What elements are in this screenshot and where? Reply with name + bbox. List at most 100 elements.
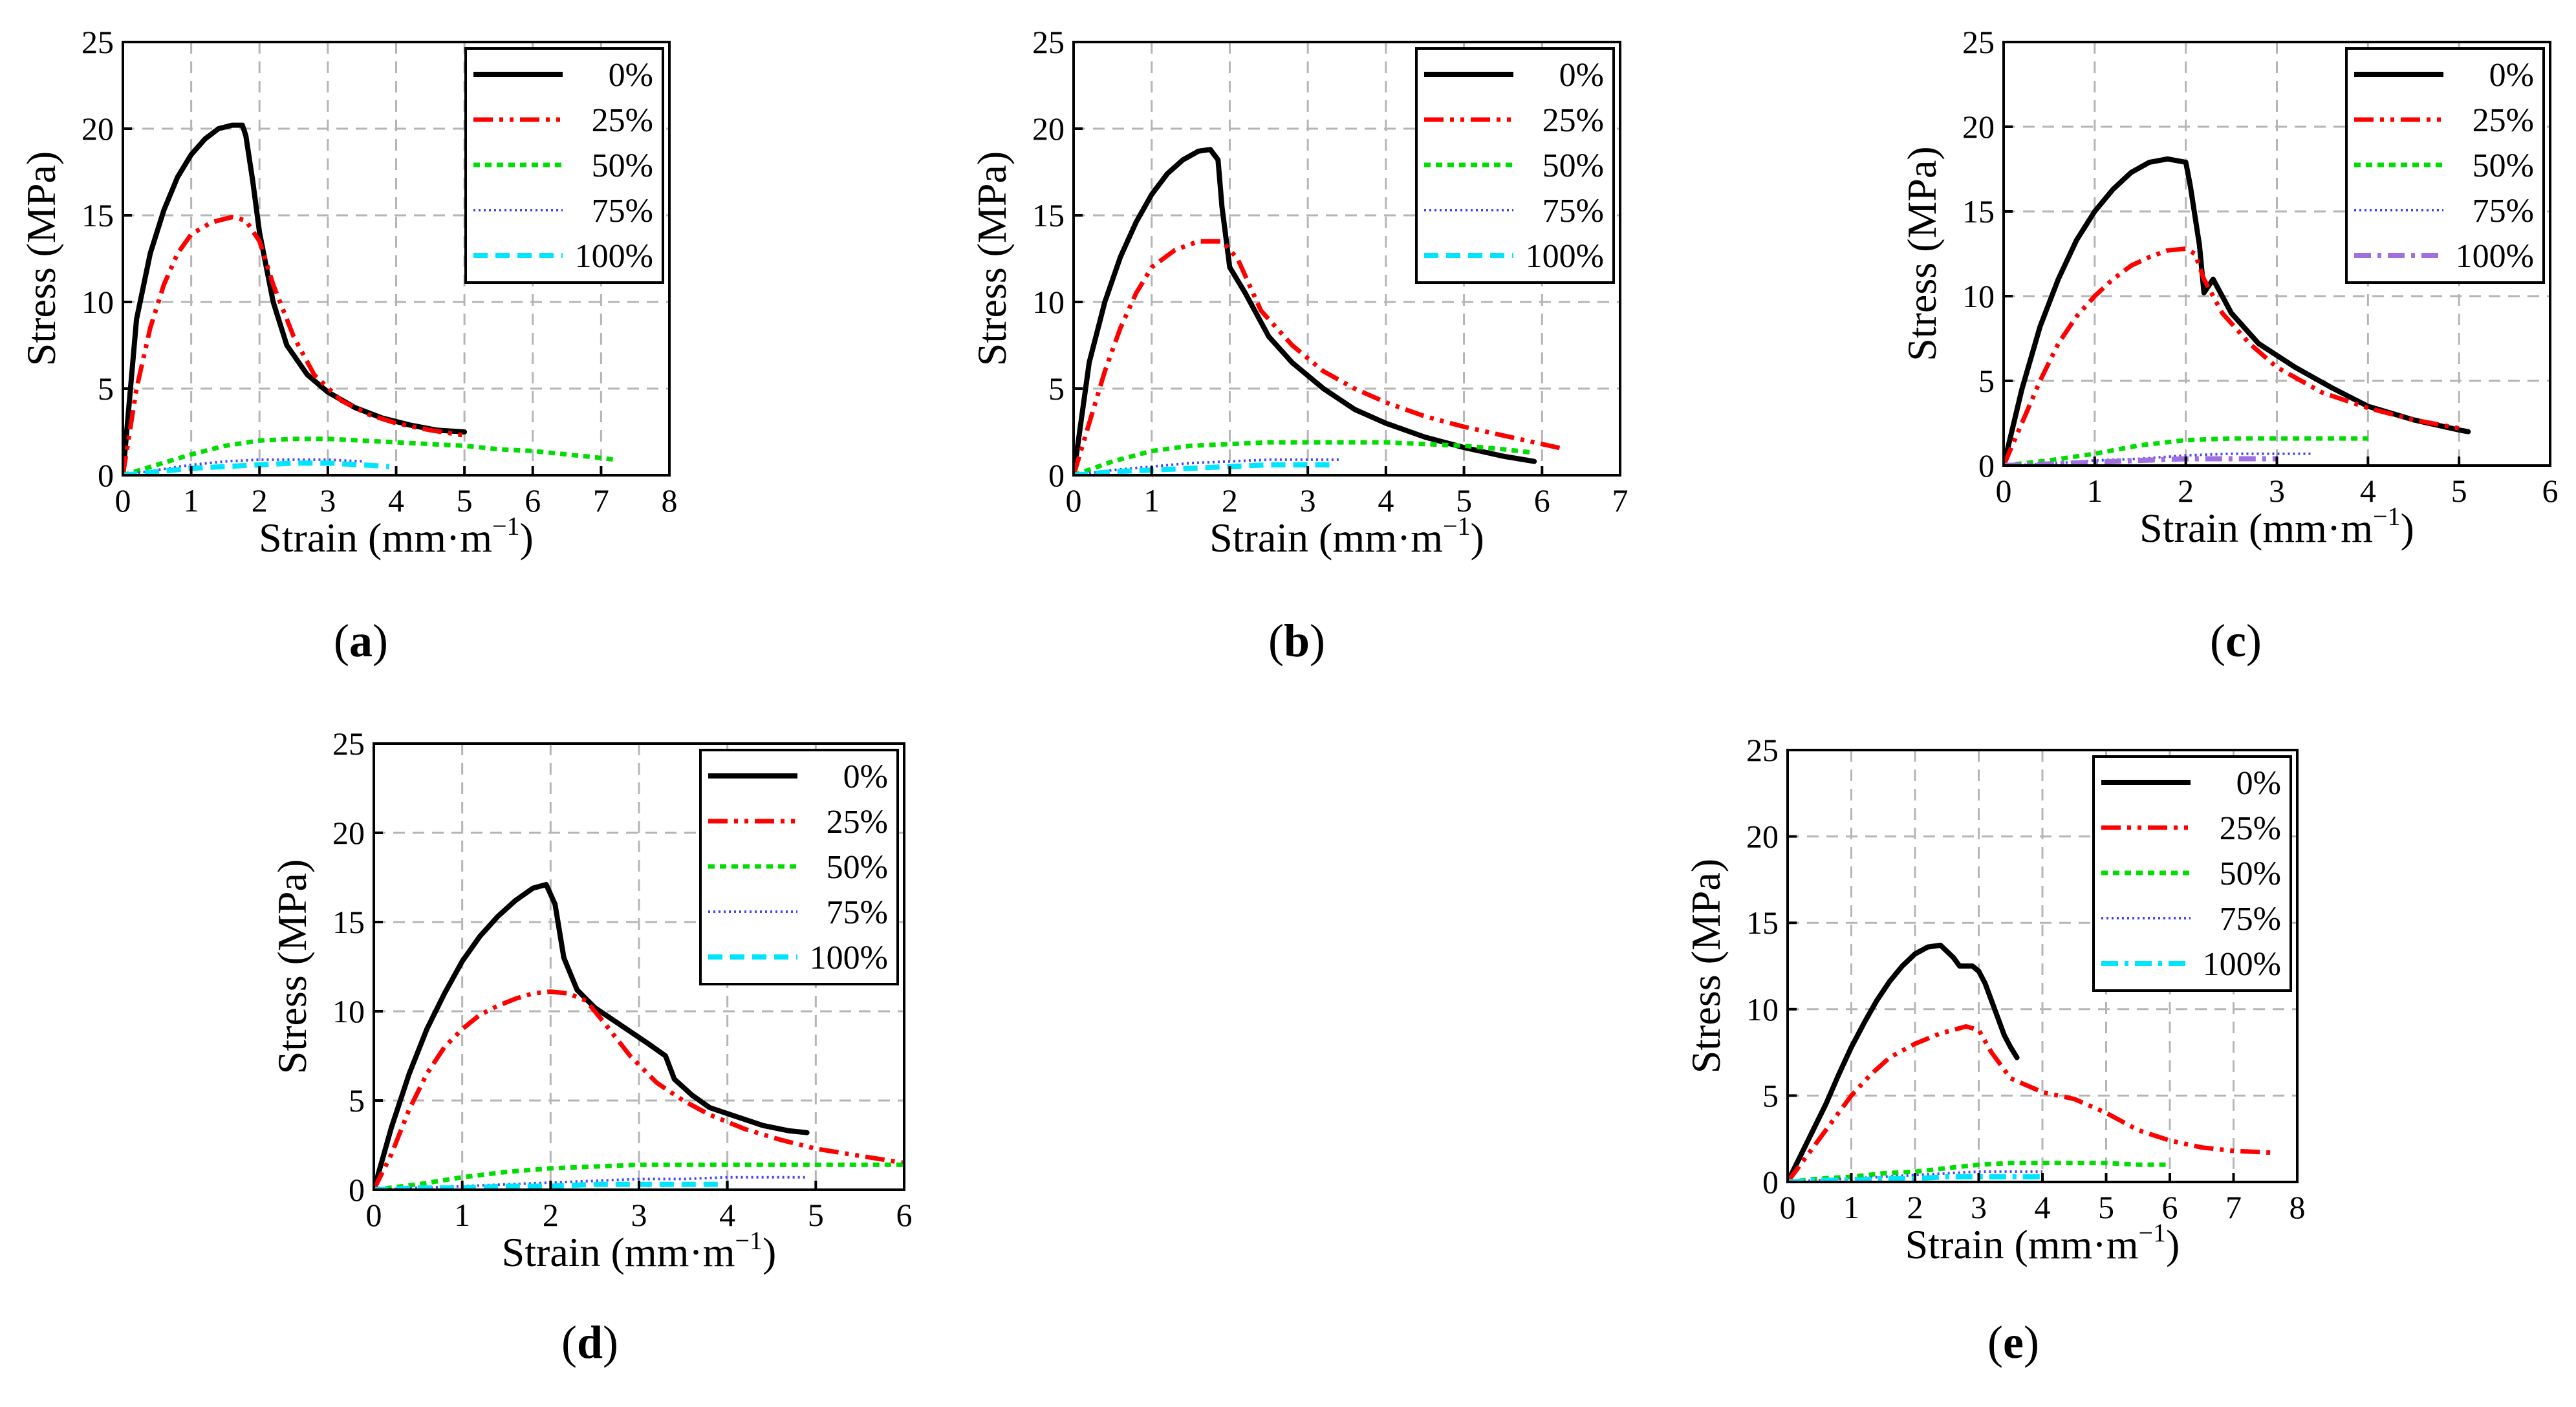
- x-axis-label: Strain (mm·m−1): [1209, 511, 1484, 561]
- y-tick-label: 0: [98, 457, 114, 493]
- y-tick-label: 5: [98, 371, 114, 407]
- x-tick-label: 8: [662, 482, 678, 519]
- series-line-50pct: [1074, 440, 1535, 475]
- x-tick-label: 5: [808, 1197, 824, 1233]
- legend-label: 50%: [1542, 147, 1604, 184]
- legend-label: 100%: [810, 940, 888, 976]
- x-tick-label: 4: [2035, 1189, 2051, 1225]
- panel-caption-b: (b): [1268, 615, 1325, 667]
- x-tick-label: 5: [457, 482, 473, 519]
- x-tick-label: 3: [1971, 1189, 1987, 1225]
- series-line-0pct: [2004, 156, 2471, 466]
- x-tick-label: 4: [1378, 482, 1394, 519]
- y-tick-label: 25: [81, 24, 114, 60]
- series-line-0pct: [123, 122, 468, 475]
- x-tick-label: 5: [2098, 1189, 2114, 1225]
- series-line-0pct: [374, 882, 810, 1190]
- x-tick-label: 6: [525, 482, 541, 519]
- y-tick-label: 10: [1746, 991, 1779, 1027]
- x-tick-label: 1: [454, 1197, 470, 1233]
- x-tick-label: 7: [593, 482, 609, 519]
- series-line-0pct: [1788, 942, 2020, 1182]
- y-tick-label: 10: [1032, 284, 1065, 320]
- legend-label: 25%: [2473, 102, 2534, 139]
- series-line-100pct: [1074, 462, 1332, 475]
- series-line-50pct: [374, 1162, 904, 1190]
- series-line-75pct: [123, 458, 362, 475]
- x-tick-label: 6: [1534, 482, 1550, 519]
- chart-panel-a: 0 1 2 3 4 5 6 7 8 0 5 10 15 20 25 Strain (mm·m−1) Stress…: [18, 24, 678, 667]
- x-tick-label: 0: [1066, 482, 1082, 519]
- plot-frame: [1072, 41, 1621, 477]
- chart-panel-d: 0 1 2 3 4 5 6 0 5 10 15 20 25 Strain (mm·m−1) Stress (…: [269, 725, 913, 1368]
- legend-label: 25%: [592, 102, 653, 139]
- legend: 0% 25% 50% 75% 100%: [2092, 755, 2292, 992]
- legend-label: 0%: [2489, 57, 2534, 94]
- legend-label: 50%: [827, 849, 888, 886]
- chart-panel-c: 0 1 2 3 4 5 6 0 5 10 15 20 25 Strain (mm·m−1) Stress (…: [1899, 24, 2559, 667]
- y-axis-label: Stress (MPa): [969, 151, 1015, 366]
- legend-label: 75%: [1542, 193, 1604, 230]
- x-axis-label: Strain (mm·m−1): [259, 511, 534, 561]
- panel-caption-a: (a): [334, 615, 388, 667]
- series-line-25pct: [374, 989, 904, 1190]
- series-line-25pct: [1788, 1024, 2272, 1182]
- y-tick-label: 0: [1978, 447, 1995, 484]
- x-tick-label: 2: [1222, 482, 1238, 519]
- legend-label: 50%: [2220, 855, 2281, 892]
- series-line-50pct: [123, 436, 615, 475]
- series-line-25pct: [123, 215, 465, 475]
- x-tick-label: 6: [2542, 473, 2559, 509]
- x-tick-label: 0: [366, 1197, 382, 1233]
- x-tick-label: 4: [719, 1197, 735, 1233]
- legend-label: 25%: [2220, 810, 2281, 847]
- y-tick-label: 20: [332, 815, 365, 851]
- y-tick-label: 20: [81, 111, 114, 147]
- y-tick-label: 5: [1048, 371, 1065, 407]
- x-tick-label: 0: [1780, 1189, 1796, 1225]
- y-tick-label: 20: [1032, 111, 1065, 147]
- x-tick-label: 1: [1143, 482, 1160, 519]
- legend-label: 100%: [2456, 238, 2534, 275]
- y-tick-label: 10: [81, 284, 114, 320]
- x-tick-label: 1: [2086, 473, 2103, 509]
- y-tick-label: 15: [1746, 905, 1779, 941]
- series-line-25pct: [2004, 246, 2460, 466]
- panel-caption-c: (c): [2210, 615, 2262, 667]
- x-tick-label: 3: [631, 1197, 647, 1233]
- series-line-75pct: [1074, 458, 1339, 475]
- series-line-50pct: [2004, 436, 2368, 466]
- y-tick-label: 15: [332, 904, 365, 940]
- y-axis-label: Stress (MPa): [18, 151, 64, 366]
- y-tick-label: 5: [1762, 1077, 1779, 1113]
- legend-label: 100%: [1526, 238, 1604, 275]
- y-tick-label: 10: [332, 993, 365, 1029]
- legend: 0% 25% 50% 75% 100%: [2345, 47, 2545, 284]
- y-tick-label: 0: [1048, 457, 1065, 493]
- x-tick-label: 7: [2225, 1189, 2242, 1225]
- panel-caption-e: (e): [1987, 1316, 2039, 1368]
- legend-label: 75%: [2473, 193, 2534, 230]
- y-axis-label: Stress (MPa): [269, 859, 315, 1074]
- legend: 0% 25% 50% 75% 100%: [699, 749, 899, 985]
- x-tick-label: 3: [319, 482, 336, 519]
- y-tick-label: 20: [1962, 109, 1995, 145]
- y-tick-label: 15: [81, 197, 114, 233]
- legend-label: 75%: [2220, 901, 2281, 938]
- x-tick-label: 0: [1996, 473, 2012, 509]
- x-tick-label: 2: [2178, 473, 2194, 509]
- x-axis-label: Strain (mm·m−1): [2139, 502, 2414, 551]
- x-tick-label: 2: [1907, 1189, 1923, 1225]
- chart-panel-b: 0 1 2 3 4 5 6 7 0 5 10 15 20 25 Strain (mm·m−1) Stress …: [969, 24, 1629, 667]
- y-tick-label: 5: [1978, 363, 1995, 399]
- y-axis-label: Stress (MPa): [1899, 146, 1945, 361]
- y-tick-label: 0: [1762, 1164, 1779, 1200]
- series-line-100pct: [2004, 456, 2277, 466]
- y-tick-label: 25: [1746, 732, 1779, 768]
- series-line-75pct: [374, 1176, 807, 1190]
- x-tick-label: 3: [1300, 482, 1316, 519]
- x-axis-label: Strain (mm·m−1): [1905, 1218, 2180, 1267]
- x-tick-label: 4: [2360, 473, 2376, 509]
- x-tick-label: 1: [1843, 1189, 1859, 1225]
